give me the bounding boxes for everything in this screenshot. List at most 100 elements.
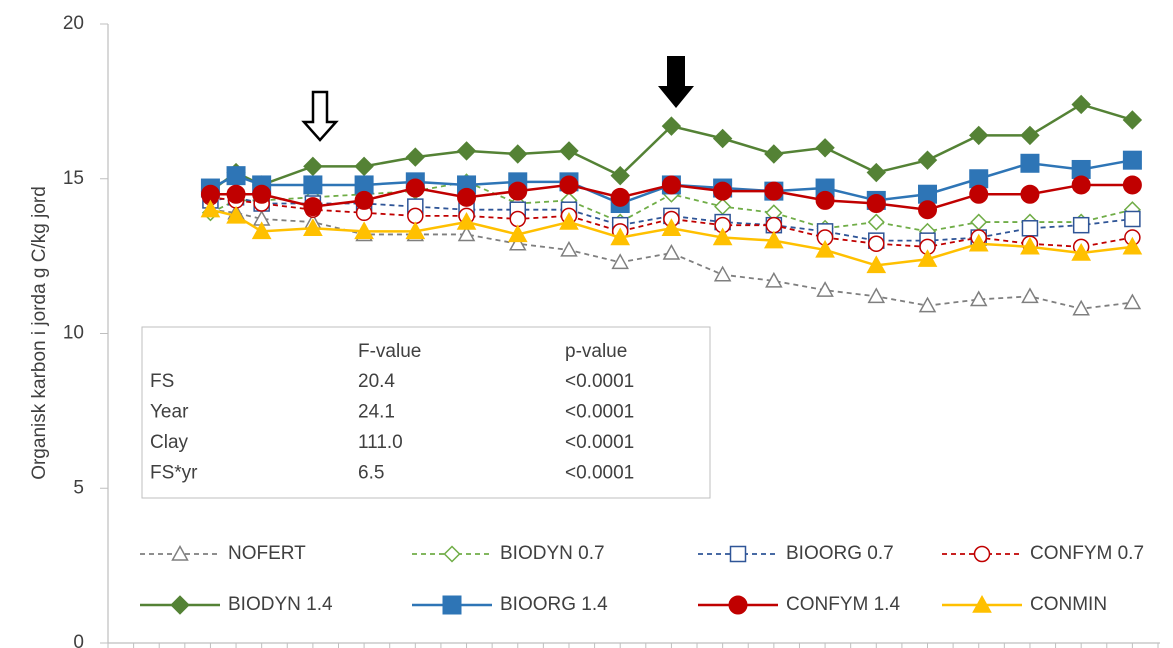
marker	[303, 218, 323, 236]
marker	[970, 213, 988, 231]
series-line	[210, 180, 1133, 233]
legend-marker	[728, 595, 748, 615]
marker	[816, 281, 834, 297]
marker	[252, 184, 272, 204]
marker	[303, 156, 323, 177]
marker	[509, 210, 527, 228]
marker	[917, 150, 938, 170]
legend-label: BIOORG 1.4	[500, 594, 608, 615]
y-axis-label: Organisk karbon i jorda g C/kg jord	[29, 186, 50, 480]
marker	[405, 147, 426, 167]
marker	[661, 116, 682, 136]
table-cell: 24.1	[358, 402, 395, 423]
legend-label: BIOORG 0.7	[786, 543, 894, 564]
legend-marker	[443, 545, 461, 563]
marker	[508, 234, 527, 251]
marker	[765, 271, 783, 288]
marker	[1071, 175, 1091, 195]
marker	[712, 128, 733, 149]
marker	[969, 290, 988, 307]
legend-label: BIODYN 0.7	[500, 543, 605, 564]
marker	[815, 190, 835, 210]
series-line	[210, 208, 1133, 267]
table-cell: FS*yr	[150, 463, 198, 484]
table-cell: Year	[150, 402, 189, 423]
filled-arrow	[658, 56, 694, 108]
marker	[508, 181, 528, 201]
marker	[764, 144, 784, 164]
marker	[815, 138, 835, 158]
marker	[610, 187, 630, 207]
marker	[559, 175, 579, 195]
table-cell: <0.0001	[565, 402, 634, 423]
marker	[661, 175, 681, 195]
marker	[226, 205, 246, 224]
table-cell: 111.0	[358, 432, 403, 453]
legend-marker	[972, 594, 992, 613]
y-tick-label: 15	[63, 168, 84, 189]
table-header: F-value	[358, 341, 421, 362]
series-line	[210, 208, 1133, 310]
y-tick-label: 0	[73, 632, 84, 648]
marker	[303, 175, 323, 195]
marker	[866, 255, 887, 274]
marker	[868, 235, 885, 252]
marker	[354, 190, 374, 210]
marker	[407, 207, 424, 225]
y-tick-label: 10	[63, 323, 84, 344]
marker	[969, 125, 989, 146]
marker	[661, 218, 682, 236]
marker	[815, 239, 835, 258]
marker	[610, 165, 630, 186]
marker	[457, 187, 477, 207]
marker	[405, 221, 426, 240]
legend-marker	[442, 595, 462, 615]
marker	[354, 221, 374, 240]
legend-label: CONFYM 1.4	[786, 594, 900, 615]
legend-marker	[973, 545, 991, 563]
table-cell: 20.4	[358, 371, 395, 392]
marker	[1020, 125, 1040, 146]
marker	[354, 156, 374, 177]
legend-label: CONFYM 0.7	[1030, 543, 1144, 564]
marker	[226, 184, 246, 204]
table-cell: FS	[150, 371, 174, 392]
marker	[1071, 94, 1091, 115]
open-arrow	[301, 90, 339, 142]
marker	[1021, 287, 1039, 304]
table-cell: Clay	[150, 432, 189, 453]
marker	[1021, 220, 1039, 237]
marker	[969, 184, 989, 204]
marker	[1020, 184, 1040, 204]
marker	[200, 199, 221, 218]
marker	[560, 240, 578, 257]
marker	[866, 194, 886, 214]
y-tick-label: 5	[73, 477, 84, 498]
legend-marker	[170, 595, 190, 615]
marker	[559, 141, 579, 161]
marker	[712, 227, 733, 246]
y-tick-label: 20	[63, 13, 84, 34]
legend-marker	[729, 545, 747, 563]
marker	[765, 216, 783, 234]
marker	[1122, 175, 1142, 195]
marker	[1124, 210, 1141, 228]
marker	[867, 287, 886, 304]
marker	[1072, 216, 1090, 234]
marker	[251, 221, 272, 240]
marker	[507, 224, 528, 243]
marker	[714, 198, 732, 216]
marker	[1122, 236, 1143, 255]
marker	[713, 181, 733, 201]
marker	[456, 141, 477, 161]
marker	[713, 265, 732, 282]
marker	[508, 144, 528, 164]
legend-label: NOFERT	[228, 543, 306, 564]
marker	[1122, 150, 1142, 170]
table-header: p-value	[565, 341, 627, 362]
marker	[405, 178, 425, 198]
marker	[457, 225, 476, 242]
marker	[866, 162, 887, 183]
marker	[456, 212, 477, 230]
